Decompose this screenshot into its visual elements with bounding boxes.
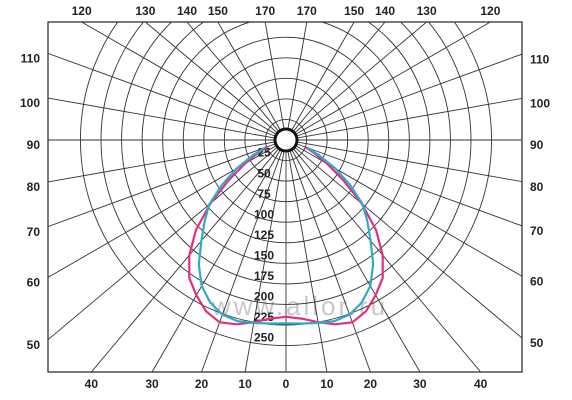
angle-tick-label: 60: [27, 276, 41, 290]
grid-spoke: [48, 143, 276, 228]
grid-spoke: [244, 150, 285, 372]
angle-tick-label: 40: [85, 377, 99, 391]
angle-tick-label: 50: [27, 338, 41, 352]
grid-spoke: [151, 149, 281, 372]
angle-tick-label: 110: [21, 52, 41, 66]
intensity-curve: [197, 146, 375, 325]
r-tick-label: 50: [257, 166, 271, 180]
grid-spoke: [292, 148, 482, 372]
grid-spoke: [294, 22, 427, 134]
center-hole: [273, 127, 299, 153]
grid-spoke: [201, 150, 283, 372]
grid-spoke: [90, 148, 280, 372]
grid-spoke: [264, 22, 285, 130]
grid-spoke: [296, 53, 522, 137]
angle-tick-label: 100: [530, 97, 550, 111]
angle-tick-label: 140: [375, 4, 395, 18]
angle-tick-label: 70: [27, 225, 41, 239]
grid-spoke: [186, 22, 280, 132]
grid-spoke: [292, 22, 386, 132]
angle-tick-label: 90: [530, 138, 544, 152]
grid-spoke: [48, 97, 276, 139]
r-tick-label: 125: [254, 228, 274, 242]
angle-tick-label: 80: [27, 180, 41, 194]
intensity-curve: [188, 146, 384, 326]
grid-group: [48, 22, 522, 372]
watermark: www.allor.ru: [211, 291, 388, 321]
angle-tick-label: 120: [72, 4, 92, 18]
grid-spoke: [296, 141, 522, 183]
r-tick-label: 200: [254, 290, 274, 304]
grid-spoke: [81, 22, 277, 135]
angle-tick-label: 20: [364, 377, 378, 391]
grid-spoke: [289, 150, 371, 372]
grid-spoke: [291, 149, 421, 372]
angle-tick-label: 30: [413, 377, 427, 391]
grid-spoke: [296, 143, 522, 227]
angle-tick-label: 140: [177, 4, 197, 18]
angle-tick-label: 170: [255, 4, 275, 18]
angle-tick-label: 10: [320, 377, 334, 391]
angle-tick-label: 10: [238, 377, 252, 391]
angle-tick-label: 50: [530, 336, 544, 350]
angle-tick-label: 80: [530, 180, 544, 194]
r-tick-label: 150: [254, 249, 274, 263]
angle-tick-label: 110: [530, 52, 550, 66]
angle-tick-label: 0: [283, 377, 290, 391]
r-tick-label: 75: [257, 187, 271, 201]
angle-tick-label: 90: [27, 138, 41, 152]
angle-tick-label: 30: [145, 377, 159, 391]
angle-tick-label: 150: [208, 4, 228, 18]
angle-tick-label: 40: [474, 377, 488, 391]
angle-tick-label: 100: [20, 96, 40, 110]
angle-tick-label: 130: [135, 4, 155, 18]
r-tick-label: 250: [254, 331, 274, 345]
grid-spoke: [287, 150, 328, 372]
grid-spoke: [287, 22, 308, 130]
grid-spoke: [295, 22, 491, 135]
angle-tick-label: 130: [417, 4, 437, 18]
grid-spoke: [145, 22, 278, 134]
grid-spoke: [48, 146, 278, 341]
angle-tick-label: 120: [480, 4, 500, 18]
angle-tick-label: 150: [344, 4, 364, 18]
grid-spoke: [296, 97, 522, 139]
grid-spoke: [217, 22, 281, 131]
grid-spoke: [294, 146, 522, 339]
grid-spoke: [48, 52, 276, 137]
angle-tick-label: 70: [530, 224, 544, 238]
grid-spoke: [48, 141, 276, 183]
r-tick-label: 175: [254, 269, 274, 283]
angle-tick-label: 60: [530, 274, 544, 288]
angle-tick-label: 170: [297, 4, 317, 18]
grid-spoke: [291, 22, 355, 131]
r-tick-label: 100: [254, 207, 274, 221]
angle-tick-label: 20: [195, 377, 209, 391]
